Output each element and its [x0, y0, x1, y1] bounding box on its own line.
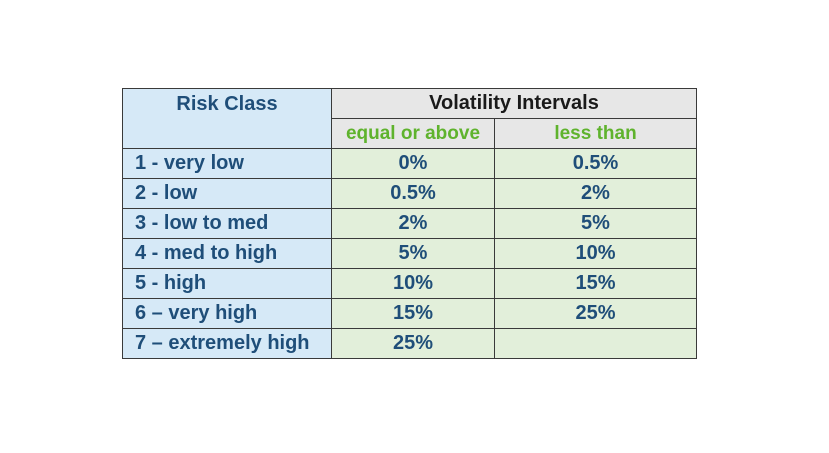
header-equal-or-above: equal or above	[331, 118, 495, 149]
upper-bound-cell: 25%	[494, 298, 697, 329]
table-row: 4 - med to high 5% 10%	[122, 238, 697, 269]
table-row: 5 - high 10% 15%	[122, 268, 697, 299]
header-risk-class: Risk Class	[122, 88, 332, 149]
upper-bound-cell: 5%	[494, 208, 697, 239]
risk-class-cell: 5 - high	[122, 268, 332, 299]
lower-bound-cell: 2%	[331, 208, 495, 239]
table-row: 7 – extremely high 25%	[122, 328, 697, 359]
risk-class-cell: 2 - low	[122, 178, 332, 209]
upper-bound-cell: 10%	[494, 238, 697, 269]
lower-bound-cell: 0.5%	[331, 178, 495, 209]
risk-class-cell: 4 - med to high	[122, 238, 332, 269]
risk-class-cell: 1 - very low	[122, 148, 332, 179]
lower-bound-cell: 10%	[331, 268, 495, 299]
table-header-row: Risk Class Volatility Intervals	[122, 88, 697, 149]
header-less-than: less than	[494, 118, 697, 149]
lower-bound-cell: 5%	[331, 238, 495, 269]
lower-bound-cell: 25%	[331, 328, 495, 359]
header-volatility-intervals: Volatility Intervals	[331, 88, 697, 119]
lower-bound-cell: 15%	[331, 298, 495, 329]
risk-class-cell: 3 - low to med	[122, 208, 332, 239]
table-subheader-row: equal or above less than	[123, 118, 697, 149]
risk-class-cell: 7 – extremely high	[122, 328, 332, 359]
table-row: 6 – very high 15% 25%	[122, 298, 697, 329]
table-row: 1 - very low 0% 0.5%	[122, 148, 697, 179]
upper-bound-cell	[494, 328, 697, 359]
table-row: 3 - low to med 2% 5%	[122, 208, 697, 239]
upper-bound-cell: 15%	[494, 268, 697, 299]
risk-class-cell: 6 – very high	[122, 298, 332, 329]
risk-class-table: Risk Class Volatility Intervals equal or…	[122, 88, 697, 359]
table-row: 2 - low 0.5% 2%	[122, 178, 697, 209]
lower-bound-cell: 0%	[331, 148, 495, 179]
upper-bound-cell: 0.5%	[494, 148, 697, 179]
upper-bound-cell: 2%	[494, 178, 697, 209]
risk-table-container: Risk Class Volatility Intervals equal or…	[122, 88, 697, 359]
